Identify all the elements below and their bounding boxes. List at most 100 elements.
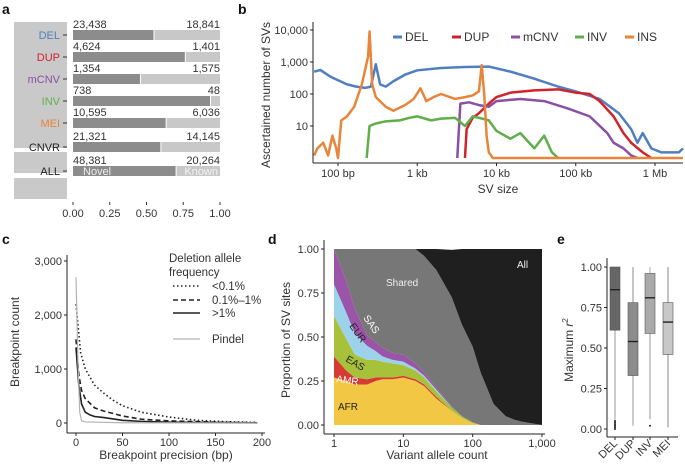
bar-novel bbox=[73, 52, 185, 62]
bar-novel bbox=[73, 118, 166, 128]
outlier-point bbox=[614, 426, 616, 429]
category-label-background bbox=[14, 178, 67, 199]
y-tick-label: 2,000 bbox=[34, 310, 62, 322]
x-tick-label: 0.25 bbox=[99, 208, 120, 220]
legend-label: 0.1%–1% bbox=[212, 295, 261, 307]
y-tick-label: 0.00 bbox=[581, 424, 602, 436]
area-label-amr: AMR bbox=[336, 374, 360, 388]
bar-known bbox=[176, 166, 220, 176]
outlier-point bbox=[614, 419, 616, 422]
category-label: INV bbox=[42, 96, 61, 108]
area-afr bbox=[334, 377, 542, 425]
bar-novel bbox=[73, 30, 154, 40]
category-label: CNVR bbox=[29, 142, 60, 154]
series-line-dup bbox=[463, 88, 653, 160]
x-tick-label: 0.75 bbox=[173, 208, 194, 220]
bar-known bbox=[211, 96, 220, 106]
y-tick-label: 100 bbox=[290, 89, 308, 101]
y-tick-label: 10 bbox=[296, 121, 308, 133]
y-tick-label: 0.75 bbox=[298, 288, 319, 300]
series-line-inv bbox=[365, 115, 560, 159]
data-label-known: 1,401 bbox=[192, 41, 220, 53]
legend-label: <0.1% bbox=[212, 281, 245, 293]
legend-label-ins: INS bbox=[637, 30, 657, 44]
data-label-known: 14,145 bbox=[186, 131, 220, 143]
x-tick-label: 1 bbox=[331, 438, 337, 450]
x-tick-label: 0.50 bbox=[136, 208, 157, 220]
series-line bbox=[75, 304, 258, 424]
y-tick-label: 1.00 bbox=[298, 244, 319, 256]
bar-novel bbox=[73, 74, 140, 84]
x-axis-title: Variant allele count bbox=[386, 448, 488, 462]
y-tick-label: 0.75 bbox=[581, 303, 602, 315]
y-tick-label: 1,000 bbox=[280, 57, 308, 69]
panel-label-b: b bbox=[238, 1, 247, 17]
panel-b-line-chart: 10 100 1,000 10,000 100 bp 1 kb 10 kb 100 kb 1 M… bbox=[259, 22, 684, 196]
panel-label-c: c bbox=[2, 231, 10, 247]
series-line-ins bbox=[313, 30, 683, 160]
area-label-all: All bbox=[517, 260, 528, 271]
data-label-novel: 1,354 bbox=[73, 63, 101, 75]
area-shared bbox=[334, 249, 542, 425]
bar-novel bbox=[73, 142, 161, 152]
area-label-shared: Shared bbox=[386, 278, 418, 289]
outlier-point bbox=[614, 428, 616, 430]
y-tick-label: 10,000 bbox=[274, 25, 308, 37]
panel-a-bar-chart: 23,438 18,841 DEL 4,624 1,401 DUP 1,354 1,575 mC… bbox=[14, 19, 231, 220]
bar-novel bbox=[73, 166, 176, 176]
data-label-novel: 10,595 bbox=[73, 107, 107, 119]
series-line-del bbox=[313, 63, 684, 154]
box-mei bbox=[662, 302, 674, 355]
x-tick-label: 100 bbox=[463, 438, 481, 450]
category-label-background bbox=[14, 22, 67, 148]
x-axis-title: Breakpoint precision (bp) bbox=[99, 448, 232, 462]
box-del bbox=[609, 266, 621, 331]
y-tick-label: 0.50 bbox=[581, 343, 602, 355]
category-label: MEI bbox=[40, 118, 60, 130]
legend-label-dup: DUP bbox=[464, 30, 489, 44]
panel-e-box-chart: 0.000.250.500.751.00DELDUPINVMEIMaximum … bbox=[561, 258, 678, 463]
x-tick-label: 50 bbox=[116, 437, 128, 449]
legend-label: >1% bbox=[212, 308, 235, 320]
data-label-known: 18,841 bbox=[186, 19, 220, 31]
panel-label-e: e bbox=[557, 231, 565, 247]
box-dup bbox=[627, 302, 639, 376]
bar-novel bbox=[73, 96, 211, 106]
y-axis-title: Ascertained number of SVs bbox=[259, 22, 273, 168]
x-tick-label: 150 bbox=[206, 437, 224, 449]
outlier-point bbox=[614, 424, 616, 427]
x-tick-label: 1 kb bbox=[407, 168, 428, 180]
area-eas bbox=[334, 315, 542, 425]
legend-title-line2: frequency bbox=[169, 267, 220, 279]
y-axis-title-variable: r bbox=[562, 322, 576, 327]
outlier-point bbox=[614, 423, 616, 426]
y-tick-label: 0.25 bbox=[298, 376, 319, 388]
data-label-novel: 4,624 bbox=[73, 41, 101, 53]
x-tick-label: 1.00 bbox=[209, 208, 230, 220]
legend-label-known: Known bbox=[184, 166, 218, 178]
bar-known bbox=[166, 118, 220, 128]
x-tick-label: INV bbox=[634, 437, 656, 459]
y-axis-title: Maximum r2 bbox=[561, 318, 576, 382]
data-label-novel: 23,438 bbox=[73, 19, 107, 31]
x-tick-label: 1,000 bbox=[528, 438, 556, 450]
x-tick-label: 200 bbox=[253, 437, 271, 449]
y-axis-title: Breakpoint count bbox=[8, 296, 22, 387]
data-label-known: 48 bbox=[208, 85, 220, 97]
category-label: ALL bbox=[40, 166, 60, 178]
bar-known bbox=[185, 52, 220, 62]
series-line-mcnv bbox=[456, 97, 638, 160]
x-tick-label: 100 bbox=[160, 437, 178, 449]
x-tick-label: MEI bbox=[651, 438, 673, 460]
data-label-novel: 738 bbox=[73, 85, 91, 97]
bar-known bbox=[140, 74, 220, 84]
y-axis-title: Proportion of SV sites bbox=[279, 282, 293, 398]
x-tick-label: 100 kb bbox=[559, 168, 592, 180]
bar-known bbox=[161, 142, 220, 152]
panel-label-d: d bbox=[268, 231, 277, 247]
panel-d-area-chart: 0.00 0.25 0.50 0.75 1.00 1 10 100 1,000 Variant a… bbox=[279, 240, 556, 462]
x-tick-label: 0.00 bbox=[62, 208, 83, 220]
x-axis-title: SV size bbox=[478, 182, 519, 196]
data-label-known: 20,264 bbox=[186, 155, 220, 167]
